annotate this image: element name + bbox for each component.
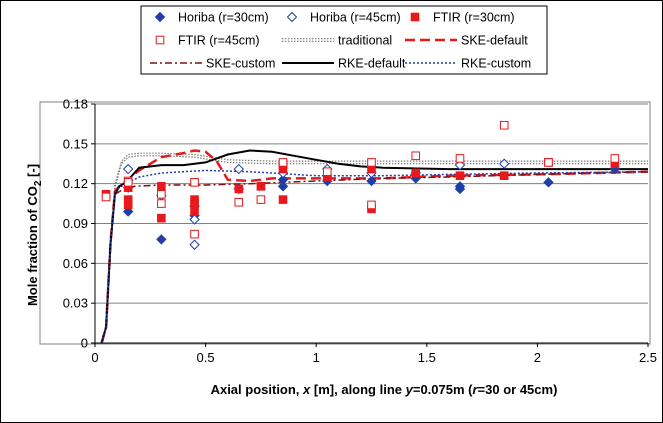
legend-item-ftir-r-45cm: FTIR (r=45cm) — [155, 34, 260, 48]
data-point-ftir-r-30cm — [499, 171, 509, 180]
data-point-horiba-r-30cm — [277, 174, 289, 185]
data-point-ftir-r-45cm — [499, 120, 509, 130]
legend-marker — [410, 12, 420, 22]
data-point-ftir-r-45cm — [411, 151, 421, 161]
data-point-ftir-r-45cm — [157, 189, 166, 199]
data-point-ftir-r-30cm — [157, 213, 166, 223]
y-tick-label: 0.03 — [63, 296, 88, 311]
legend-label: SKE-default — [461, 34, 528, 48]
plot-area-border — [39, 101, 651, 345]
legend-label: traditional — [338, 34, 392, 48]
data-point-ftir-r-45cm — [610, 154, 620, 163]
data-point-horiba-r-45cm — [233, 163, 244, 175]
data-point-ftir-r-45cm — [455, 154, 465, 163]
data-point-ftir-r-45cm — [367, 158, 376, 167]
data-point-horiba-r-30cm — [156, 234, 167, 245]
data-point-ftir-r-45cm — [367, 200, 376, 210]
data-point-ftir-r-45cm — [322, 167, 332, 177]
data-point-ftir-r-45cm — [157, 199, 166, 208]
data-point-ftir-r-30cm — [190, 207, 199, 216]
x-tick-label: 1 — [313, 350, 320, 365]
x-axis-label: Axial position, x [m], along line y=0.07… — [211, 382, 558, 397]
legend-marker — [286, 11, 298, 23]
data-point-horiba-r-45cm — [454, 159, 466, 171]
legend-item-horiba-r-45cm: Horiba (r=45cm) — [286, 11, 401, 25]
data-point-horiba-r-45cm — [122, 163, 134, 175]
legend-label: RKE-default — [338, 57, 406, 71]
data-point-ftir-r-45cm — [234, 197, 244, 207]
legend-label: FTIR (r=45cm) — [178, 34, 260, 48]
data-point-ftir-r-45cm — [190, 229, 199, 239]
y-tick-label: 0 — [81, 336, 88, 351]
axes: 0 0.03 0.06 0.09 0.12 0.15 0.18 0 0.5 1 1.5 2 2.5 — [63, 97, 657, 366]
legend-item-horiba-r-30cm: Horiba (r=30cm) — [154, 11, 269, 25]
y-tick-label: 0.18 — [63, 97, 88, 112]
legend-label: RKE-custom — [461, 57, 531, 71]
legend-label: FTIR (r=30cm) — [433, 11, 515, 25]
data-point-horiba-r-30cm — [122, 206, 134, 217]
data-point-ftir-r-30cm — [256, 182, 266, 191]
legend-item-ftir-r-30cm: FTIR (r=30cm) — [410, 11, 515, 25]
x-tick-label: 1.5 — [418, 350, 436, 365]
data-point-horiba-r-45cm — [189, 214, 200, 225]
legend-marker — [155, 35, 165, 45]
legend-label: Horiba (r=30cm) — [178, 11, 269, 25]
legend-item-rke-default: RKE-default — [282, 57, 406, 71]
series-layer — [100, 120, 649, 345]
legend-marker — [154, 11, 166, 23]
data-point-ftir-r-30cm — [455, 171, 465, 180]
legend-item-rke-custom: RKE-custom — [405, 57, 531, 71]
data-point-horiba-r-45cm — [189, 239, 200, 250]
data-point-horiba-r-30cm — [543, 177, 554, 188]
data-point-ftir-r-45cm — [544, 158, 553, 167]
y-tick-label: 0.06 — [63, 256, 88, 271]
data-point-ftir-r-30cm — [411, 168, 421, 178]
data-point-ftir-r-45cm — [278, 158, 288, 167]
legend-label: SKE-custom — [206, 57, 275, 71]
data-point-ftir-r-30cm — [157, 182, 166, 191]
data-point-ftir-r-30cm — [234, 184, 244, 194]
data-point-ftir-r-45cm — [256, 195, 266, 204]
y-axis-label: Mole fraction of CO2 [-] — [25, 164, 44, 306]
legend-item-ske-custom: SKE-custom — [150, 57, 275, 71]
legend-item-traditional: traditional — [282, 34, 392, 48]
data-point-ftir-r-45cm — [101, 192, 111, 202]
y-tick-label: 0.09 — [63, 216, 88, 231]
data-point-ftir-r-45cm — [123, 178, 133, 187]
y-tick-label: 0.15 — [63, 136, 88, 151]
legend-label: Horiba (r=45cm) — [310, 11, 401, 25]
grid — [95, 103, 648, 304]
x-tick-label: 2 — [534, 350, 541, 365]
data-point-horiba-r-30cm — [454, 181, 466, 192]
data-point-ftir-r-45cm — [190, 178, 199, 187]
x-tick-label: 0 — [91, 350, 98, 365]
legend-box — [140, 5, 548, 75]
x-tick-label: 0.5 — [197, 350, 215, 365]
y-tick-label: 0.12 — [63, 176, 88, 191]
legend: Horiba (r=30cm) Horiba (r=45cm) FTIR (r=30… — [150, 11, 531, 71]
data-point-horiba-r-30cm — [366, 175, 377, 187]
x-tick-label: 2.5 — [639, 350, 657, 365]
data-point-ftir-r-30cm — [190, 199, 199, 208]
data-point-ftir-r-30cm — [123, 200, 133, 210]
data-point-ftir-r-30cm — [278, 195, 288, 204]
legend-item-ske-default: SKE-default — [405, 34, 528, 48]
data-point-horiba-r-30cm — [277, 181, 289, 192]
data-point-horiba-r-45cm — [499, 158, 510, 169]
series-line-rke-custom — [100, 169, 649, 344]
